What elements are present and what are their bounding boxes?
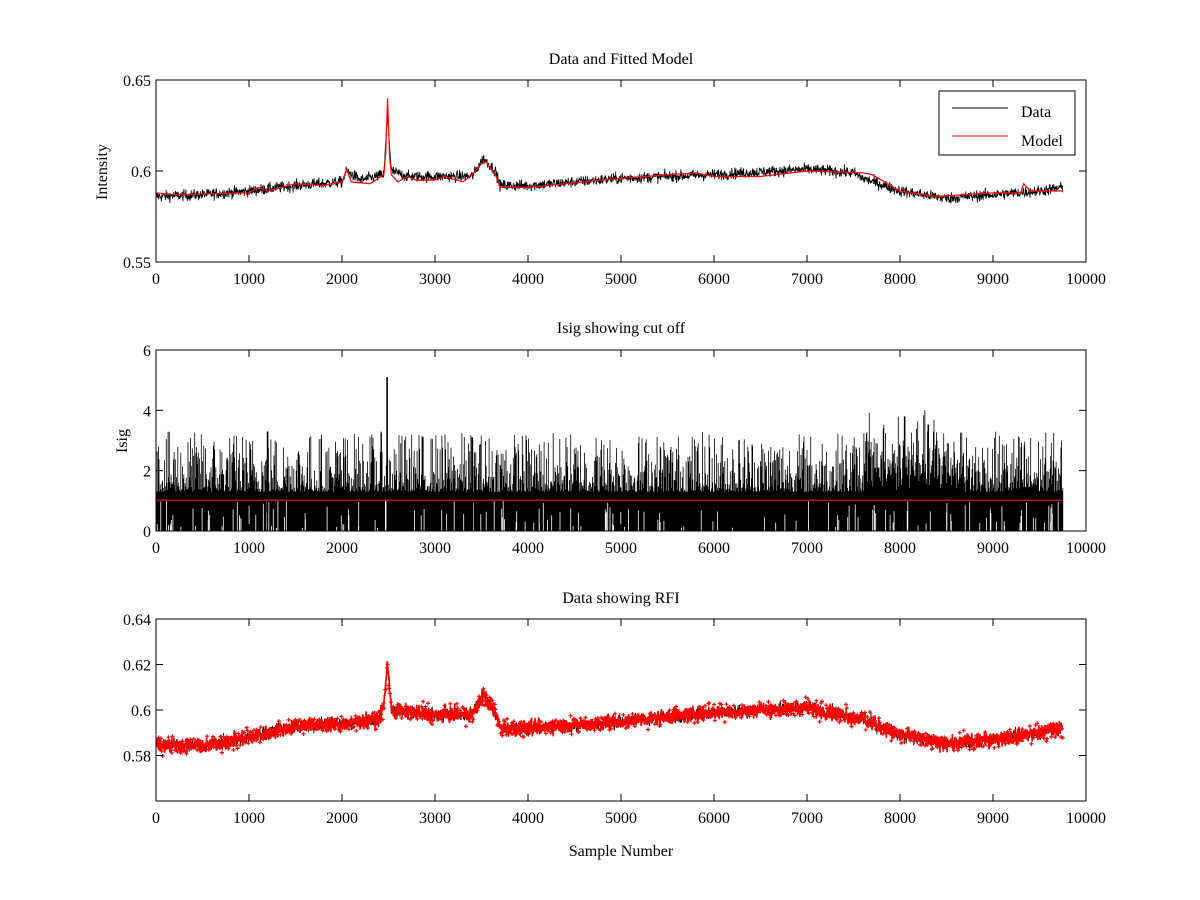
x-tick-label: 4000 <box>512 271 544 288</box>
y-tick-label: 0.6 <box>131 703 151 720</box>
panel-3-plot: 0 1000 2000 3000 4000 5000 6000 7000 8000 9000 100… <box>123 612 1106 827</box>
series-isig-gaps <box>156 500 1059 531</box>
x-tick-label: 9000 <box>977 810 1009 827</box>
x-tick-label: 0 <box>152 540 160 557</box>
y-tick-label: 0.58 <box>123 749 151 766</box>
panel-3-xlabel: Sample Number <box>569 843 674 860</box>
x-tick-label: 10000 <box>1066 810 1106 827</box>
legend-data-label: Data <box>1021 104 1051 121</box>
panel-2-title: Isig showing cut off <box>557 320 686 337</box>
panel-1-ylabel: Intensity <box>94 144 111 200</box>
y-tick-label: 0.65 <box>123 73 151 90</box>
panel-data-showing-rfi: Data showing RFI 0 1000 2000 3000 4000 5000 60… <box>123 590 1106 860</box>
x-tick-label: 2000 <box>326 810 358 827</box>
x-tick-label: 8000 <box>884 540 916 557</box>
panel-3-series <box>156 661 1065 758</box>
x-tick-label: 6000 <box>698 540 730 557</box>
x-tick-label: 9000 <box>977 271 1009 288</box>
x-tick-label: 7000 <box>791 271 823 288</box>
x-tick-label: 5000 <box>605 540 637 557</box>
x-tick-label: 7000 <box>791 810 823 827</box>
x-tick-label: 3000 <box>419 540 451 557</box>
x-tick-label: 0 <box>152 810 160 827</box>
x-tick-label: 8000 <box>884 810 916 827</box>
y-tick-label: 4 <box>143 403 151 420</box>
x-tick-label: 6000 <box>698 810 730 827</box>
y-tick-label: 0.64 <box>123 612 151 629</box>
panel-2-y-axis: 0 2 4 6 <box>143 343 1086 541</box>
x-tick-label: 3000 <box>419 271 451 288</box>
panel-2-x-axis: 0 1000 2000 3000 4000 5000 6000 7000 8000 9000 100… <box>152 350 1106 557</box>
panel-1-title: Data and Fitted Model <box>549 51 694 68</box>
panel-2-plot: 0 1000 2000 3000 4000 5000 6000 7000 8000 9000 100… <box>143 343 1106 557</box>
panel-1-plot: 0 1000 2000 3000 4000 5000 6000 7000 8000 9000 100… <box>123 73 1106 288</box>
panel-2-series <box>156 377 1064 531</box>
panel-2-ylabel: Isig <box>114 429 131 453</box>
x-tick-label: 3000 <box>419 810 451 827</box>
x-tick-label: 1000 <box>233 810 265 827</box>
panel-isig-showing-cut-off: Isig showing cut off 0 1000 2000 3000 4000 50… <box>114 320 1106 557</box>
y-tick-label: 2 <box>143 464 151 481</box>
x-tick-label: 4000 <box>512 540 544 557</box>
x-tick-label: 1000 <box>233 271 265 288</box>
x-tick-label: 7000 <box>791 540 823 557</box>
x-tick-label: 2000 <box>326 540 358 557</box>
y-tick-label: 0.55 <box>123 255 151 272</box>
legend: Data Model <box>938 90 1076 156</box>
x-tick-label: 10000 <box>1066 271 1106 288</box>
legend-box <box>938 90 1076 156</box>
x-tick-label: 5000 <box>605 271 637 288</box>
y-tick-label: 0 <box>143 524 151 541</box>
y-tick-label: 0.62 <box>123 658 151 675</box>
y-tick-label: 6 <box>143 343 151 360</box>
panel-1-series <box>156 98 1064 204</box>
y-tick-label: 0.6 <box>131 164 151 181</box>
panel-3-title: Data showing RFI <box>562 590 679 607</box>
panel-1-y-axis: 0.55 0.6 0.65 <box>123 73 1086 272</box>
x-tick-label: 8000 <box>884 271 916 288</box>
series-model-line <box>156 98 1063 198</box>
x-tick-label: 4000 <box>512 810 544 827</box>
legend-model-label: Model <box>1021 133 1063 150</box>
x-tick-label: 1000 <box>233 540 265 557</box>
panel-3-y-axis: 0.58 0.6 0.62 0.64 <box>123 612 1086 766</box>
panel-3-x-axis: 0 1000 2000 3000 4000 5000 6000 7000 8000 9000 100… <box>152 619 1106 827</box>
panel-1-x-axis: 0 1000 2000 3000 4000 5000 6000 7000 8000 9000 100… <box>152 80 1106 288</box>
x-tick-label: 6000 <box>698 271 730 288</box>
x-tick-label: 9000 <box>977 540 1009 557</box>
x-tick-label: 0 <box>152 271 160 288</box>
x-tick-label: 2000 <box>326 271 358 288</box>
x-tick-label: 10000 <box>1066 540 1106 557</box>
series-isig-spikes <box>156 377 1064 531</box>
x-tick-label: 5000 <box>605 810 637 827</box>
series-data-showing-rfi-markers <box>156 661 1065 758</box>
panel-data-and-fitted-model: Data and Fitted Model 0 1000 2000 3000 4000 5… <box>94 51 1106 288</box>
series-data-showing-rfi-marker-points <box>156 662 1065 758</box>
